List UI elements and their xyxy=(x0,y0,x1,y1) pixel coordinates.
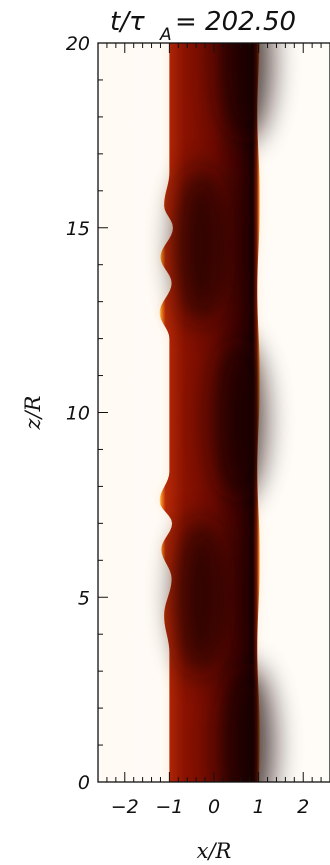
chart-title: t/τ A = 202.50 xyxy=(110,7,296,45)
x-tick-label: 1 xyxy=(253,796,265,818)
x-axis-label: x/R xyxy=(197,839,232,863)
axis-ticks xyxy=(97,42,330,783)
y-tick-label: 20 xyxy=(66,33,90,55)
dark-core-3 xyxy=(174,166,227,327)
x-tick-label: 2 xyxy=(297,796,309,818)
title-right: = 202.50 xyxy=(175,7,296,37)
dark-core-group xyxy=(174,43,274,782)
x-tick-label: −1 xyxy=(155,796,183,818)
heatmap-layer xyxy=(159,43,274,782)
y-tick-label: 15 xyxy=(66,218,90,240)
y-tick-label: 5 xyxy=(78,587,90,609)
y-tick-label: 10 xyxy=(66,403,90,425)
dark-core-4 xyxy=(219,43,272,142)
y-tick-label: 0 xyxy=(78,772,90,794)
dark-core-2 xyxy=(212,339,265,500)
dark-core-1 xyxy=(174,517,227,678)
dark-core-0 xyxy=(221,665,274,782)
y-axis-label: z/R xyxy=(21,395,45,430)
title-left: t/τ xyxy=(110,7,145,37)
x-tick-label: 0 xyxy=(208,796,220,818)
x-tick-label: −2 xyxy=(111,796,139,818)
title-subscript: A xyxy=(159,25,172,45)
